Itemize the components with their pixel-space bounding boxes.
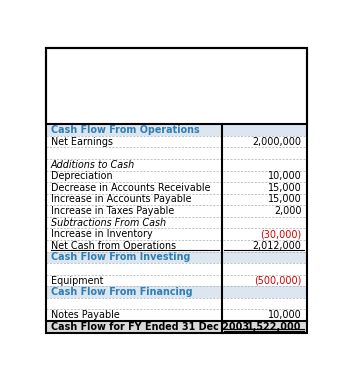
Text: (500,000): (500,000): [254, 276, 302, 285]
Bar: [46, 286, 307, 298]
Text: (30,000): (30,000): [260, 229, 302, 239]
Text: Cash Flow From Operations: Cash Flow From Operations: [51, 125, 200, 135]
Bar: [46, 251, 307, 263]
Text: 2,000: 2,000: [274, 206, 302, 216]
Text: FY Ended 31 Dec 2003: FY Ended 31 Dec 2003: [93, 74, 260, 87]
Text: Depreciation: Depreciation: [51, 171, 112, 181]
Text: Subtractions From Cash: Subtractions From Cash: [51, 218, 166, 228]
Text: Cash Flow From Financing: Cash Flow From Financing: [51, 287, 193, 297]
Text: 2,000,000: 2,000,000: [252, 136, 302, 147]
Text: Company XYZ: Company XYZ: [125, 63, 228, 76]
Text: Cash Flow for FY Ended 31 Dec 2003: Cash Flow for FY Ended 31 Dec 2003: [51, 322, 249, 332]
Text: all figures in USD: all figures in USD: [51, 112, 133, 120]
Text: Net Cash from Operations: Net Cash from Operations: [51, 241, 176, 251]
Bar: [46, 124, 307, 136]
Text: Notes Payable: Notes Payable: [51, 310, 120, 320]
Text: Net Earnings: Net Earnings: [51, 136, 113, 147]
Text: 15,000: 15,000: [268, 195, 302, 204]
Bar: [46, 321, 307, 333]
Text: 2,012,000: 2,012,000: [253, 241, 302, 251]
Text: 1,522,000: 1,522,000: [247, 322, 302, 332]
Text: Additions to Cash: Additions to Cash: [51, 160, 135, 170]
Text: Cash Flow Statement: Cash Flow Statement: [97, 51, 256, 64]
Text: Equipment: Equipment: [51, 276, 104, 285]
Text: Increase in Taxes Payable: Increase in Taxes Payable: [51, 206, 174, 216]
Text: 10,000: 10,000: [268, 310, 302, 320]
Text: 15,000: 15,000: [268, 183, 302, 193]
Text: Increase in Accounts Payable: Increase in Accounts Payable: [51, 195, 192, 204]
Bar: [46, 48, 307, 124]
Text: Decrease in Accounts Receivable: Decrease in Accounts Receivable: [51, 183, 211, 193]
Text: Increase in Inventory: Increase in Inventory: [51, 229, 153, 239]
Text: Cash Flow From Investing: Cash Flow From Investing: [51, 252, 190, 262]
Text: 10,000: 10,000: [268, 171, 302, 181]
